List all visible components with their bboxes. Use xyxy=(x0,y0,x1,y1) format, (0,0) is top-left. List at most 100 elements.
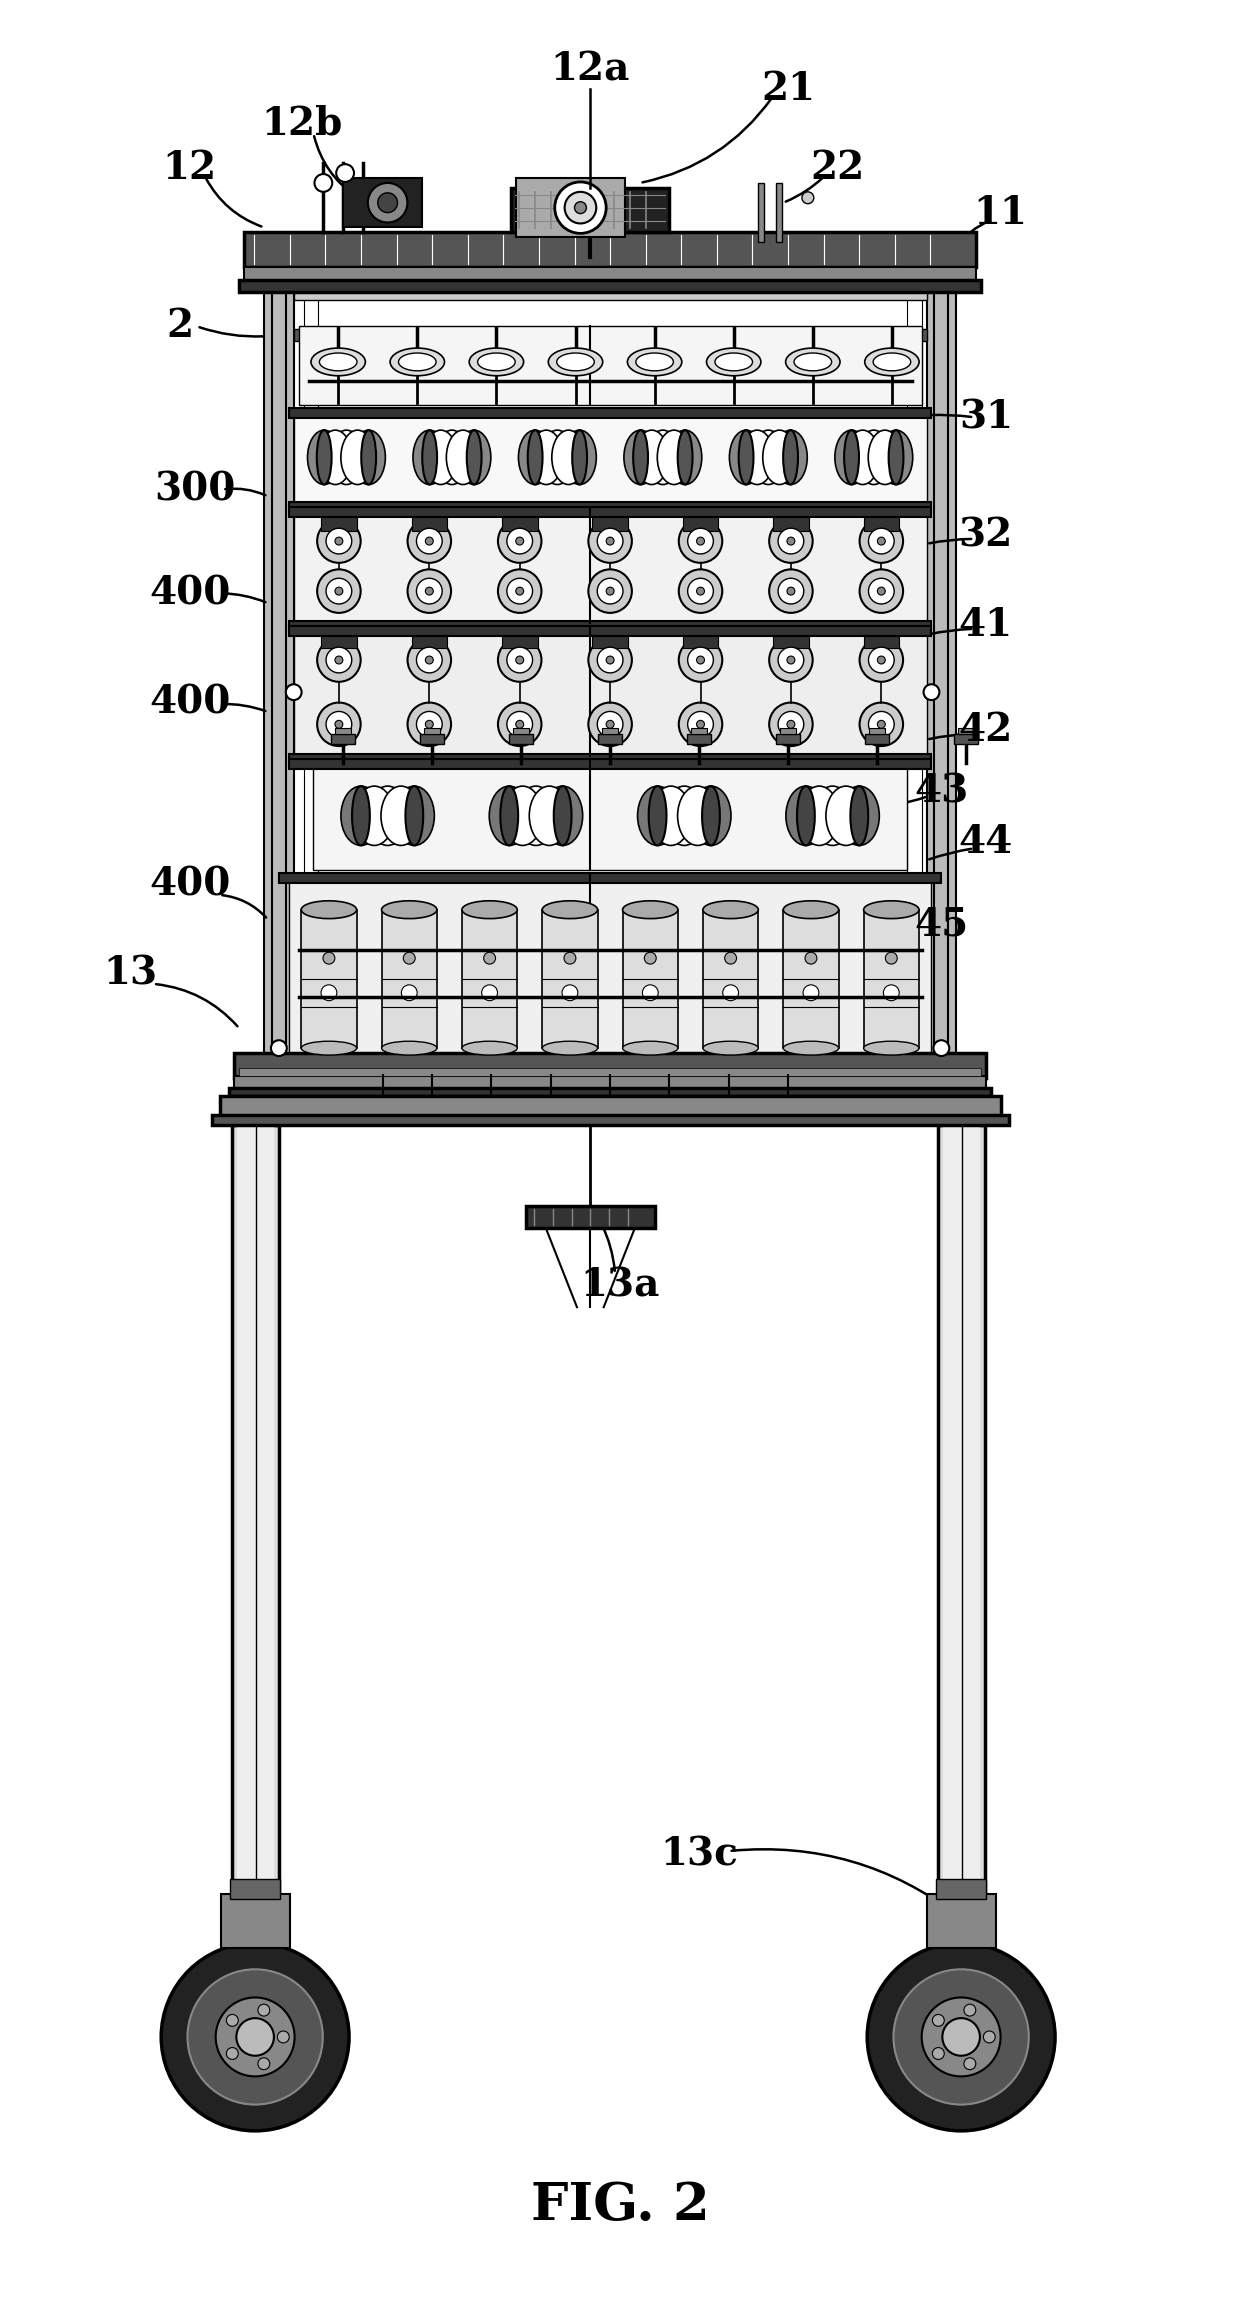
Text: 45: 45 xyxy=(914,905,968,944)
Bar xyxy=(294,411,926,505)
Ellipse shape xyxy=(466,430,481,485)
Circle shape xyxy=(335,588,342,595)
Circle shape xyxy=(787,657,795,664)
Bar xyxy=(703,910,759,1047)
Circle shape xyxy=(787,537,795,544)
Circle shape xyxy=(868,528,894,554)
Ellipse shape xyxy=(382,1041,436,1054)
Circle shape xyxy=(924,685,940,701)
Circle shape xyxy=(564,193,596,223)
Circle shape xyxy=(317,639,361,682)
Circle shape xyxy=(227,2047,238,2060)
Bar xyxy=(294,328,926,342)
Ellipse shape xyxy=(413,430,446,485)
Bar xyxy=(687,733,711,744)
Ellipse shape xyxy=(301,1041,357,1054)
Text: 11: 11 xyxy=(973,193,1028,232)
Circle shape xyxy=(883,985,899,1001)
Bar xyxy=(231,1879,280,1900)
Ellipse shape xyxy=(308,430,341,485)
Ellipse shape xyxy=(398,354,436,370)
Circle shape xyxy=(408,570,451,613)
Ellipse shape xyxy=(786,349,839,377)
Circle shape xyxy=(878,537,885,544)
Circle shape xyxy=(769,570,812,613)
Text: 43: 43 xyxy=(914,772,968,811)
Ellipse shape xyxy=(352,430,386,485)
Ellipse shape xyxy=(394,786,434,845)
Bar xyxy=(780,728,796,733)
Bar xyxy=(513,728,529,733)
Circle shape xyxy=(777,648,804,673)
Circle shape xyxy=(326,648,352,673)
Ellipse shape xyxy=(739,430,754,485)
Circle shape xyxy=(161,1943,350,2132)
Text: 13a: 13a xyxy=(580,1266,660,1305)
Circle shape xyxy=(588,703,632,747)
Bar xyxy=(264,292,294,1068)
Bar xyxy=(294,1075,926,1082)
Bar xyxy=(227,1913,284,1939)
Ellipse shape xyxy=(320,354,357,370)
Circle shape xyxy=(403,953,415,965)
Ellipse shape xyxy=(646,430,680,485)
Ellipse shape xyxy=(405,786,423,845)
Ellipse shape xyxy=(548,349,603,377)
Ellipse shape xyxy=(868,430,901,485)
Circle shape xyxy=(688,648,713,673)
Circle shape xyxy=(258,2005,270,2017)
Ellipse shape xyxy=(463,900,517,919)
Circle shape xyxy=(258,2058,270,2070)
Ellipse shape xyxy=(542,900,598,919)
Circle shape xyxy=(777,712,804,737)
Bar xyxy=(294,627,926,756)
Text: 12b: 12b xyxy=(260,106,342,142)
Ellipse shape xyxy=(446,430,480,485)
Text: 22: 22 xyxy=(811,149,864,186)
Ellipse shape xyxy=(879,430,913,485)
Ellipse shape xyxy=(863,1041,919,1054)
Circle shape xyxy=(723,985,739,1001)
Circle shape xyxy=(697,588,704,595)
Ellipse shape xyxy=(316,430,331,485)
Ellipse shape xyxy=(516,786,556,845)
Ellipse shape xyxy=(528,430,543,485)
Bar xyxy=(593,517,627,531)
Ellipse shape xyxy=(463,1041,517,1054)
Circle shape xyxy=(317,570,361,613)
Bar xyxy=(289,875,931,1064)
Circle shape xyxy=(588,519,632,563)
Circle shape xyxy=(187,1969,322,2104)
Circle shape xyxy=(417,579,443,604)
Ellipse shape xyxy=(311,349,366,377)
Circle shape xyxy=(516,721,523,728)
Bar xyxy=(955,733,978,744)
Ellipse shape xyxy=(435,430,469,485)
Circle shape xyxy=(769,519,812,563)
Circle shape xyxy=(335,657,342,664)
Ellipse shape xyxy=(846,430,879,485)
Circle shape xyxy=(498,570,542,613)
Bar xyxy=(331,733,355,744)
Bar xyxy=(212,1116,1008,1126)
Bar xyxy=(502,517,537,531)
Bar xyxy=(279,873,941,882)
Circle shape xyxy=(859,639,903,682)
Ellipse shape xyxy=(835,430,868,485)
Circle shape xyxy=(335,721,342,728)
Ellipse shape xyxy=(301,900,357,919)
Circle shape xyxy=(777,528,804,554)
Bar xyxy=(234,1052,986,1077)
Bar xyxy=(691,728,707,733)
Bar xyxy=(502,636,537,648)
Circle shape xyxy=(697,657,704,664)
Bar xyxy=(593,636,627,648)
Text: 13c: 13c xyxy=(660,1835,738,1872)
Circle shape xyxy=(697,537,704,544)
Bar xyxy=(321,517,357,531)
Bar xyxy=(424,728,440,733)
Bar xyxy=(343,177,423,227)
Circle shape xyxy=(315,175,332,193)
Ellipse shape xyxy=(786,786,826,845)
Circle shape xyxy=(859,570,903,613)
